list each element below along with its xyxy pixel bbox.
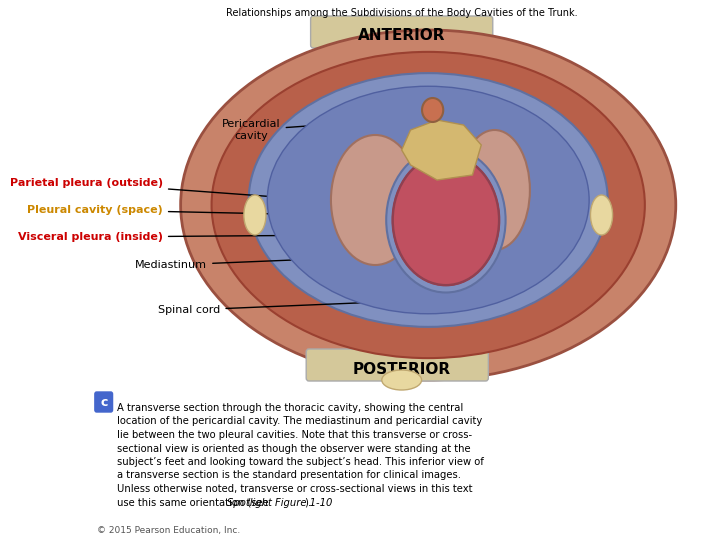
Text: ).: ). [305, 497, 312, 508]
Text: subject’s feet and looking toward the subject’s head. This inferior view of: subject’s feet and looking toward the su… [117, 457, 484, 467]
Text: Visceral pleura (inside): Visceral pleura (inside) [18, 232, 348, 242]
Text: POSTERIOR: POSTERIOR [353, 362, 451, 377]
Text: lie between the two pleural cavities. Note that this transverse or cross-: lie between the two pleural cavities. No… [117, 430, 472, 440]
Text: sectional view is oriented as though the observer were standing at the: sectional view is oriented as though the… [117, 443, 471, 454]
Ellipse shape [331, 135, 419, 265]
Ellipse shape [212, 52, 645, 358]
Text: a transverse section is the standard presentation for clinical images.: a transverse section is the standard pre… [117, 470, 461, 481]
Ellipse shape [393, 155, 499, 285]
Text: Parietal pleura (outside): Parietal pleura (outside) [10, 178, 313, 201]
FancyBboxPatch shape [306, 349, 488, 381]
Ellipse shape [393, 155, 499, 285]
Ellipse shape [248, 73, 608, 327]
Text: Pericardial
cavity: Pericardial cavity [222, 117, 415, 141]
Polygon shape [402, 120, 481, 180]
Text: location of the pericardial cavity. The mediastinum and pericardial cavity: location of the pericardial cavity. The … [117, 416, 482, 427]
Circle shape [422, 98, 444, 122]
FancyBboxPatch shape [95, 392, 112, 412]
FancyBboxPatch shape [310, 16, 492, 48]
Ellipse shape [267, 86, 589, 314]
Text: Relationships among the Subdivisions of the Body Cavities of the Trunk.: Relationships among the Subdivisions of … [226, 8, 577, 18]
Text: A transverse section through the thoracic cavity, showing the central: A transverse section through the thoraci… [117, 403, 463, 413]
Ellipse shape [181, 30, 676, 380]
Ellipse shape [459, 130, 530, 250]
Text: Spinal cord: Spinal cord [158, 298, 424, 315]
Text: Pleural cavity (space): Pleural cavity (space) [27, 205, 323, 217]
Text: Heart: Heart [432, 180, 463, 190]
Text: c: c [100, 396, 107, 409]
Ellipse shape [590, 195, 613, 235]
Ellipse shape [244, 195, 266, 235]
Ellipse shape [382, 370, 422, 390]
Text: Unless otherwise noted, transverse or cross-sectional views in this text: Unless otherwise noted, transverse or cr… [117, 484, 472, 494]
Text: Left
lung: Left lung [361, 189, 386, 211]
Text: Right
lung: Right lung [502, 204, 531, 226]
Text: ANTERIOR: ANTERIOR [358, 28, 446, 43]
Ellipse shape [386, 147, 505, 293]
Text: use this same orientation (see: use this same orientation (see [117, 497, 272, 508]
Text: © 2015 Pearson Education, Inc.: © 2015 Pearson Education, Inc. [96, 525, 240, 535]
Text: Mediastinum: Mediastinum [135, 253, 410, 270]
Text: Spotlight Figure 1-10: Spotlight Figure 1-10 [227, 497, 332, 508]
